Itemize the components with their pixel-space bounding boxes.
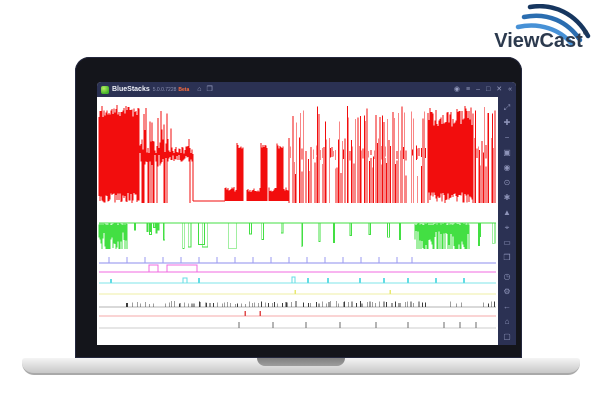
bluestacks-logo-icon xyxy=(101,85,109,94)
viewcast-logo: ViewCast® xyxy=(484,4,594,56)
bluestacks-window: BlueStacks 5.0.0.7228 Beta ⌂ ❐ ◉ ≡ – □ ✕ « ⤢ ✚ −… xyxy=(97,82,516,345)
location-icon[interactable]: ⊙ xyxy=(503,178,511,187)
collapse-sidebar-button[interactable]: « xyxy=(508,86,512,93)
home-icon[interactable]: ⌂ xyxy=(504,317,510,326)
fullscreen-icon[interactable]: ⤢ xyxy=(503,103,511,112)
laptop-screen: BlueStacks 5.0.0.7228 Beta ⌂ ❐ ◉ ≡ – □ ✕ « ⤢ ✚ −… xyxy=(75,57,522,358)
record-icon[interactable]: ◉ xyxy=(453,86,460,93)
multi-instance-icon[interactable]: ❒ xyxy=(503,253,511,262)
titlebar[interactable]: BlueStacks 5.0.0.7228 Beta ⌂ ❐ ◉ ≡ – □ ✕ « xyxy=(97,82,516,97)
titlebar-window-controls: ◉ ≡ – □ ✕ « xyxy=(454,82,512,97)
zoom-in-icon[interactable]: ✚ xyxy=(503,118,511,127)
laptop-notch xyxy=(257,358,345,366)
close-button[interactable]: ✕ xyxy=(496,86,503,93)
menu-icon[interactable]: ≡ xyxy=(465,86,471,93)
beta-badge: Beta xyxy=(178,86,190,93)
shake-icon[interactable]: ✱ xyxy=(503,193,511,202)
laptop-base xyxy=(22,358,580,375)
record-screen-icon[interactable]: ◉ xyxy=(503,163,511,172)
multi-window-button[interactable]: ❐ xyxy=(206,86,213,93)
app-version: 5.0.0.7228 xyxy=(152,86,177,93)
recents-icon[interactable]: ▢ xyxy=(503,332,511,341)
waveform-chart-area[interactable] xyxy=(97,97,498,345)
waveform-chart[interactable] xyxy=(97,97,498,345)
home-button[interactable]: ⌂ xyxy=(197,86,202,93)
minimize-button[interactable]: – xyxy=(476,86,480,93)
back-icon[interactable]: ← xyxy=(503,302,511,311)
sidebar-toolbar: ⤢ ✚ − ▣ ◉ ⊙ ✱ ▲ ⌖ ▭ ❒ ◷ ⚙ ← ⌂ ▢ xyxy=(498,97,516,345)
install-apk-icon[interactable]: ▲ xyxy=(503,208,511,217)
recent-apps-icon[interactable]: ◷ xyxy=(503,272,511,281)
viewcast-swoosh-icon xyxy=(515,4,591,46)
folder-icon[interactable]: ▭ xyxy=(503,238,511,247)
settings-icon[interactable]: ⚙ xyxy=(503,287,511,296)
titlebar-left-icons: ⌂ ❐ xyxy=(197,82,213,97)
window-content: ⤢ ✚ − ▣ ◉ ⊙ ✱ ▲ ⌖ ▭ ❒ ◷ ⚙ ← ⌂ ▢ xyxy=(97,97,516,345)
brand-name: ViewCast® xyxy=(494,30,588,52)
maximize-button[interactable]: □ xyxy=(485,86,491,93)
registered-mark: ® xyxy=(582,30,588,37)
game-controls-icon[interactable]: ⌖ xyxy=(504,223,510,232)
screenshot-icon[interactable]: ▣ xyxy=(503,148,511,157)
zoom-out-icon[interactable]: − xyxy=(504,133,510,142)
app-title: BlueStacks xyxy=(112,86,150,93)
